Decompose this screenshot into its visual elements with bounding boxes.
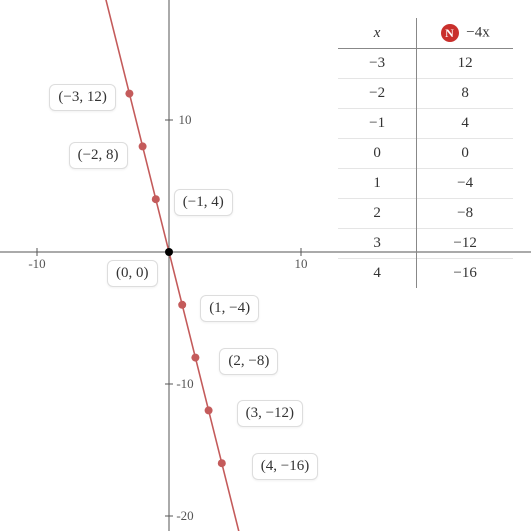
table-row: −28 — [338, 79, 513, 109]
table-cell-x: −3 — [338, 49, 417, 79]
point-label: (−2, 8) — [69, 142, 128, 169]
y-tick-label: 10 — [179, 112, 192, 128]
table-cell-x: 4 — [338, 259, 417, 289]
point-label: (4, −16) — [252, 453, 318, 480]
table-cell-y: 0 — [417, 139, 513, 169]
table-cell-y: 8 — [417, 79, 513, 109]
point-label: (3, −12) — [237, 400, 303, 427]
values-table: x N −4x −312−28−14001−42−83−124−16 — [338, 18, 513, 288]
table-row: −312 — [338, 49, 513, 79]
table-row: 4−16 — [338, 259, 513, 289]
y-tick-label: -20 — [176, 508, 193, 524]
table-cell-x: −2 — [338, 79, 417, 109]
table-cell-x: 0 — [338, 139, 417, 169]
x-tick-label: 10 — [295, 256, 308, 272]
point-label: (1, −4) — [200, 295, 259, 322]
table-row: 00 — [338, 139, 513, 169]
table-row: −14 — [338, 109, 513, 139]
point-label: (0, 0) — [107, 260, 158, 287]
table-cell-y: −16 — [417, 259, 513, 289]
fn-expression: −4x — [466, 24, 489, 40]
table-row: 3−12 — [338, 229, 513, 259]
table-cell-y: −12 — [417, 229, 513, 259]
table-cell-x: 1 — [338, 169, 417, 199]
fn-badge-icon: N — [441, 24, 459, 42]
table-cell-x: 2 — [338, 199, 417, 229]
table-cell-y: −4 — [417, 169, 513, 199]
point-label: (2, −8) — [219, 348, 278, 375]
table-row: 1−4 — [338, 169, 513, 199]
table-header-fn: N −4x — [417, 18, 513, 49]
table-cell-y: 12 — [417, 49, 513, 79]
table-cell-x: 3 — [338, 229, 417, 259]
point-label: (−3, 12) — [49, 84, 115, 111]
table-header-row: x N −4x — [338, 18, 513, 49]
table-header-x: x — [338, 18, 417, 49]
table-cell-y: 4 — [417, 109, 513, 139]
point-label: (−1, 4) — [174, 189, 233, 216]
table-cell-y: −8 — [417, 199, 513, 229]
x-tick-label: -10 — [28, 256, 45, 272]
table-row: 2−8 — [338, 199, 513, 229]
y-tick-label: -10 — [176, 376, 193, 392]
table-cell-x: −1 — [338, 109, 417, 139]
